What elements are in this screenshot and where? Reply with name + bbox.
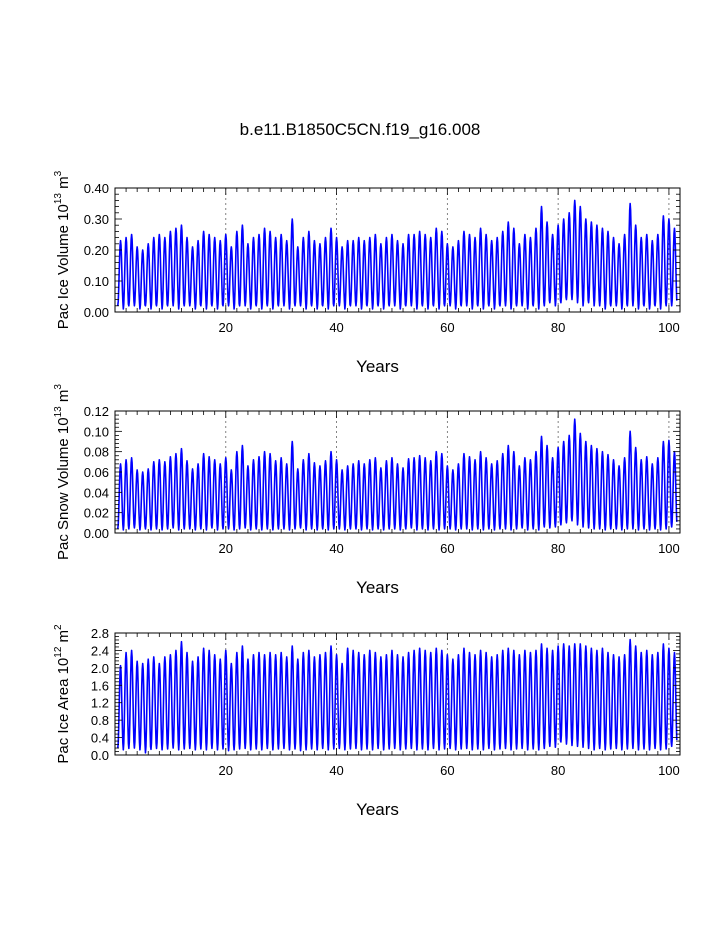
x-tick-label: 20	[219, 763, 233, 778]
y-tick-label: 0.04	[84, 485, 109, 500]
y-tick-label: 0.8	[91, 713, 109, 728]
y-tick-label: 1.6	[91, 678, 109, 693]
figure-title: b.e11.B1850C5CN.f19_g16.008	[240, 120, 481, 139]
y-tick-label: 0.30	[84, 212, 109, 227]
x-tick-label: 40	[329, 763, 343, 778]
y-tick-label: 0.10	[84, 424, 109, 439]
y-axis-label: Pac Ice Volume 1013 m3	[53, 170, 72, 329]
x-tick-label: 100	[658, 763, 680, 778]
x-tick-label: 80	[551, 320, 565, 335]
y-tick-label: 2.4	[91, 643, 109, 658]
x-tick-label: 80	[551, 763, 565, 778]
y-tick-label: 0.02	[84, 506, 109, 521]
y-axis-label: Pac Ice Area 1012 m2	[53, 624, 72, 764]
x-tick-label: 60	[440, 541, 454, 556]
x-tick-label: 80	[551, 541, 565, 556]
x-axis-label: Years	[356, 800, 399, 819]
x-tick-label: 20	[219, 541, 233, 556]
x-axis-label: Years	[356, 578, 399, 597]
y-tick-label: 0.00	[84, 526, 109, 541]
y-tick-label: 0.12	[84, 404, 109, 419]
x-tick-label: 100	[658, 541, 680, 556]
y-axis-label: Pac Snow Volume 1013 m3	[53, 384, 72, 560]
y-tick-label: 2.8	[91, 626, 109, 641]
x-tick-label: 60	[440, 763, 454, 778]
y-tick-label: 1.2	[91, 696, 109, 711]
y-tick-label: 0.08	[84, 445, 109, 460]
series-line-1	[116, 418, 678, 531]
y-tick-label: 0.0	[91, 748, 109, 763]
y-tick-label: 0.10	[84, 274, 109, 289]
x-tick-label: 40	[329, 541, 343, 556]
x-tick-label: 20	[219, 320, 233, 335]
y-tick-label: 0.00	[84, 305, 109, 320]
x-tick-label: 60	[440, 320, 454, 335]
x-axis-label: Years	[356, 357, 399, 376]
plot-frame	[114, 632, 681, 756]
y-tick-label: 2.0	[91, 661, 109, 676]
series-line-1	[116, 638, 678, 754]
chart-panel-3: 20 40 60 80 100 0.0 0.4 0.8 1.2 1.6 2.0 2.4 2.8 Years…	[53, 624, 681, 819]
chart-panel-2: 20 40 60 80 100 0.00 0.02 0.04 0.06 0.08 0.10 0.12 Y…	[53, 384, 681, 597]
x-tick-label: 40	[329, 320, 343, 335]
y-tick-label: 0.4	[91, 731, 109, 746]
series-line-1	[116, 199, 678, 310]
y-tick-label: 0.40	[84, 181, 109, 196]
y-tick-label: 0.06	[84, 465, 109, 480]
y-tick-label: 0.20	[84, 243, 109, 258]
chart-panel-1: 20 40 60 80 100 0.00 0.10 0.20 0.30 0.40 Years Pac …	[53, 170, 681, 376]
x-tick-label: 100	[658, 320, 680, 335]
